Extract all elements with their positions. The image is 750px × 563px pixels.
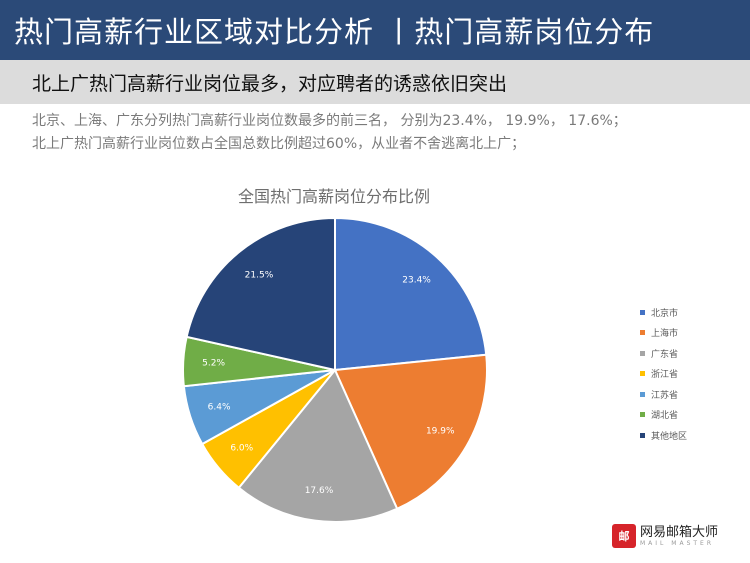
legend-label: 浙江省 bbox=[651, 370, 679, 381]
page-title: 热门高薪行业区域对比分析 丨热门高薪岗位分布 bbox=[14, 15, 655, 49]
legend-item-5: 湖北省 bbox=[640, 405, 740, 426]
legend-swatch bbox=[640, 412, 645, 418]
mail-master-logo-icon: 邮 bbox=[612, 524, 636, 548]
legend-item-6: 其他地区 bbox=[640, 425, 740, 446]
pie-slice-1 bbox=[333, 353, 488, 511]
pie-slice-label-4: 6.4% bbox=[208, 402, 231, 412]
legend-label: 上海市 bbox=[651, 329, 679, 340]
legend-label: 其他地区 bbox=[651, 431, 688, 442]
legend-label: 江苏省 bbox=[651, 390, 679, 401]
legend-swatch bbox=[640, 330, 645, 336]
subtitle: 北上广热门高薪行业岗位最多，对应聘者的诱惑依旧突出 bbox=[32, 72, 508, 95]
legend-swatch bbox=[640, 391, 645, 397]
legend-item-1: 上海市 bbox=[640, 323, 740, 344]
legend-label: 广东省 bbox=[651, 349, 679, 360]
subheader-bar: 北上广热门高薪行业岗位最多，对应聘者的诱惑依旧突出 bbox=[0, 60, 750, 104]
legend-swatch bbox=[640, 432, 645, 438]
legend-swatch bbox=[640, 350, 645, 356]
legend-label: 北京市 bbox=[651, 308, 679, 319]
legend-swatch bbox=[640, 309, 645, 315]
pie-slice-6 bbox=[185, 216, 336, 372]
legend-item-2: 广东省 bbox=[640, 343, 740, 364]
brand-name: 网易邮箱大师 bbox=[640, 524, 719, 540]
legend-item-4: 江苏省 bbox=[640, 384, 740, 405]
pie-slice-label-6: 21.5% bbox=[245, 271, 274, 281]
pie-slice-2 bbox=[237, 368, 399, 523]
brand-watermark: 邮 网易邮箱大师 MAIL MASTER bbox=[612, 524, 718, 548]
pie-slice-0 bbox=[334, 216, 488, 372]
legend-label: 湖北省 bbox=[651, 411, 679, 422]
pie-slice-label-3: 6.0% bbox=[230, 444, 253, 454]
chart-legend: 北京市上海市广东省浙江省江苏省湖北省其他地区 bbox=[640, 302, 740, 446]
description: 北京、上海、广东分列热门高薪行业岗位数最多的前三名， 分别为23.4%， 19.… bbox=[32, 110, 732, 156]
legend-item-0: 北京市 bbox=[640, 302, 740, 323]
brand-subtitle: MAIL MASTER bbox=[640, 539, 715, 547]
header-bar: 热门高薪行业区域对比分析 丨热门高薪岗位分布 bbox=[0, 0, 750, 60]
legend-swatch bbox=[640, 371, 645, 377]
description-line-1: 北京、上海、广东分列热门高薪行业岗位数最多的前三名， 分别为23.4%， 19.… bbox=[32, 113, 627, 129]
pie-slice-label-5: 5.2% bbox=[202, 359, 225, 369]
legend-item-3: 浙江省 bbox=[640, 364, 740, 385]
chart-title: 全国热门高薪岗位分布比例 bbox=[237, 187, 430, 206]
pie-slice-label-2: 17.6% bbox=[305, 486, 334, 496]
description-line-2: 北上广热门高薪行业岗位数占全国总数比例超过60%，从业者不舍逃离北上广； bbox=[32, 136, 526, 152]
pie-slice-label-0: 23.4% bbox=[402, 275, 431, 285]
pie-slice-label-1: 19.9% bbox=[426, 426, 455, 436]
